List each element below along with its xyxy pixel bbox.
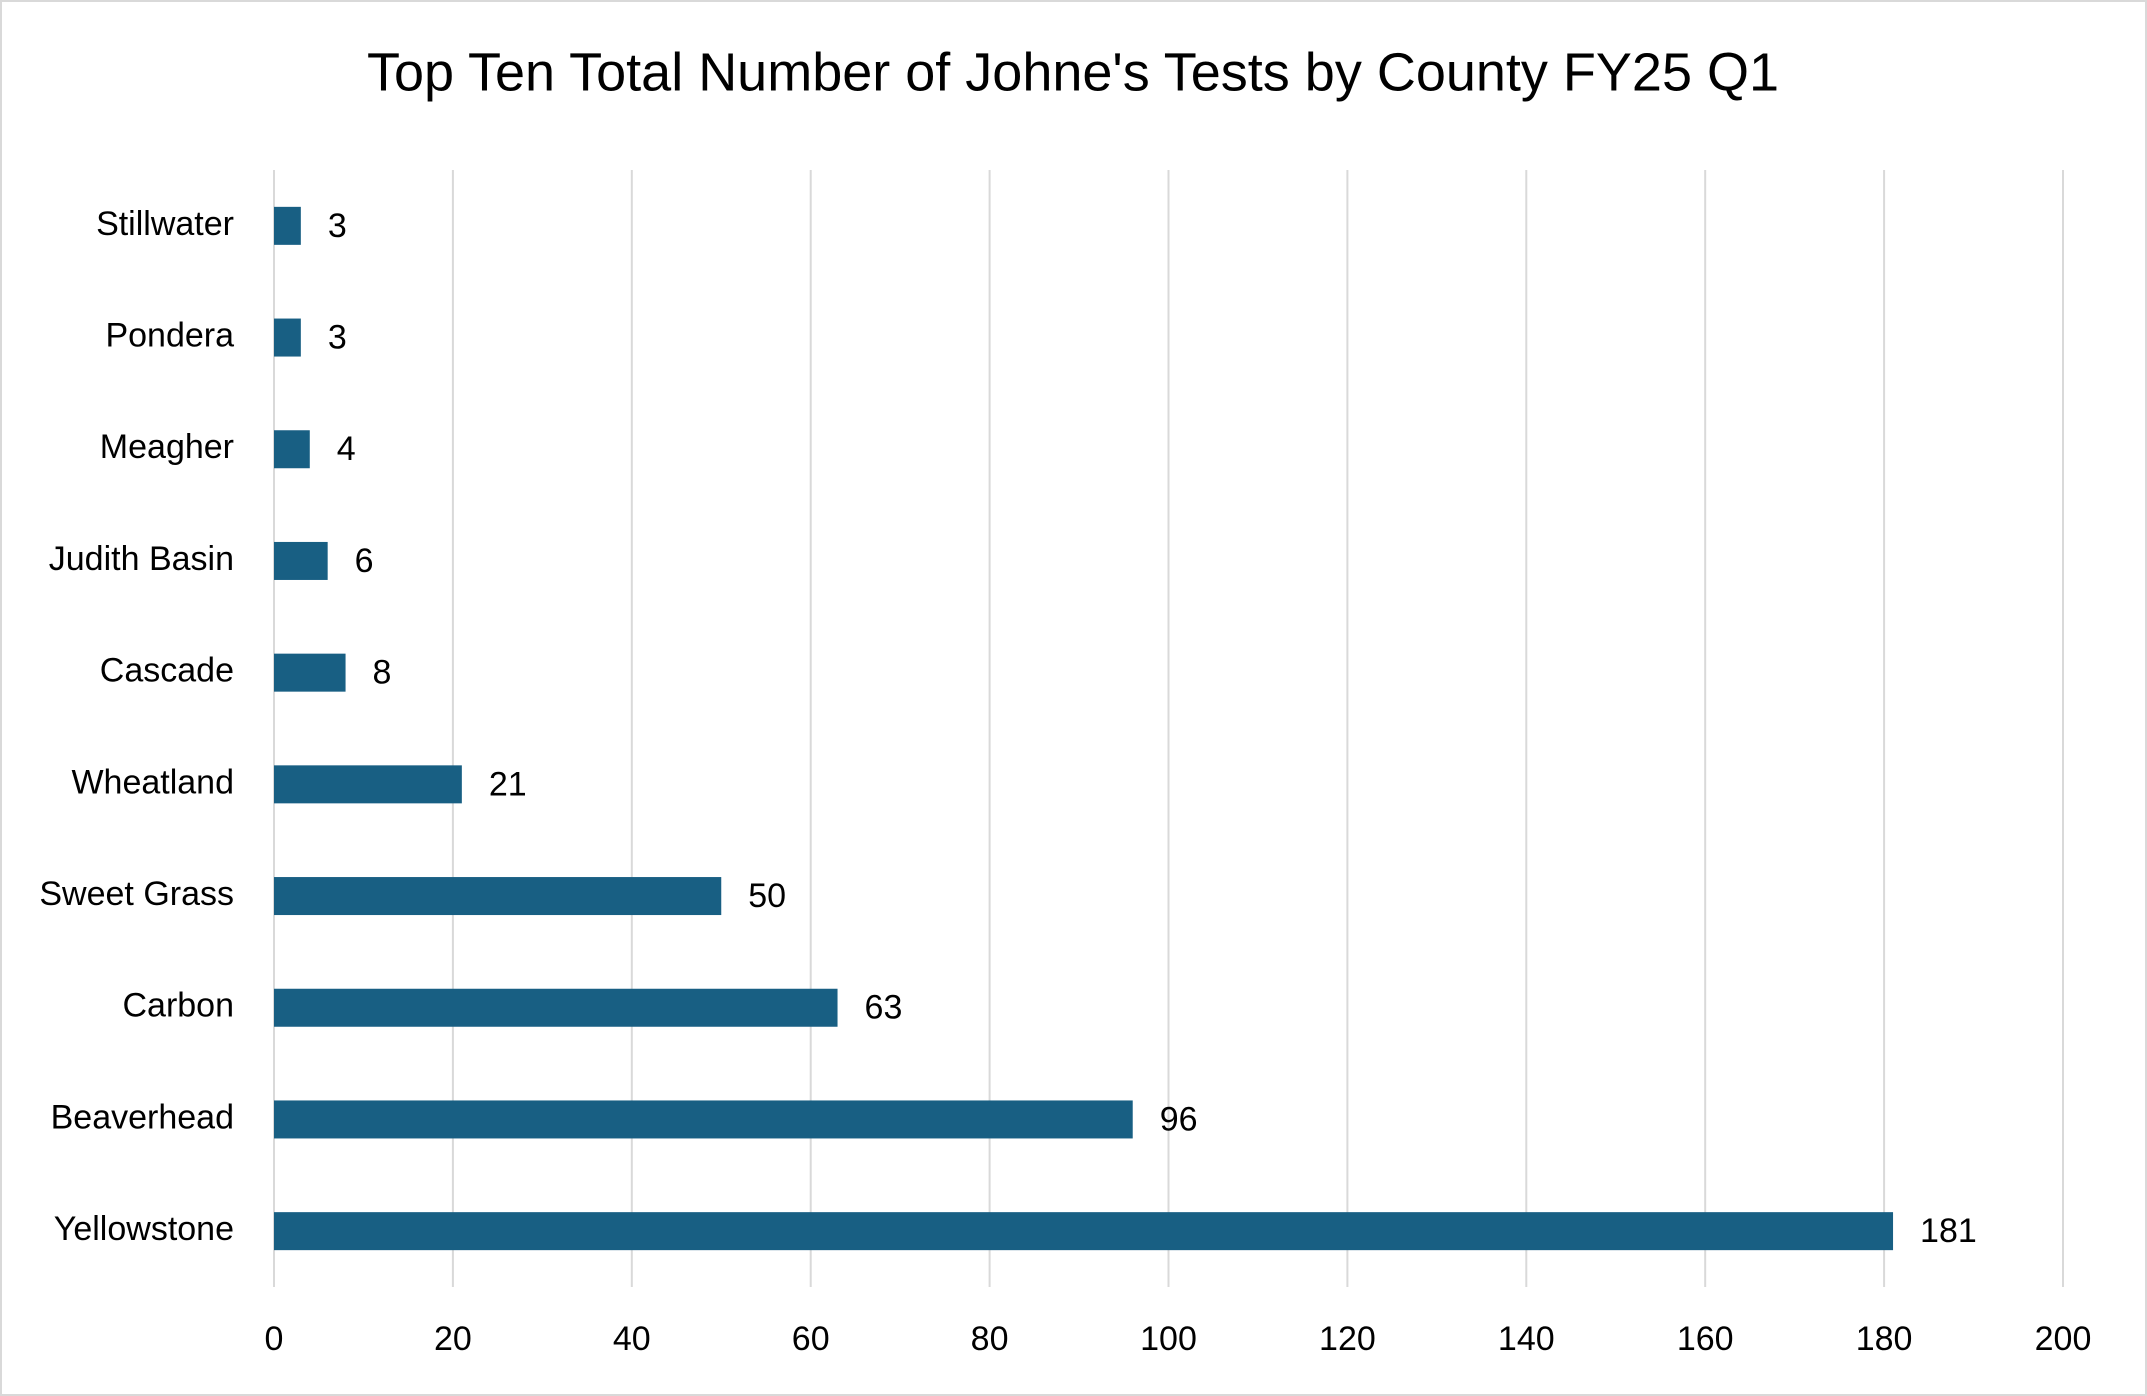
data-label: 96 <box>1160 1100 1198 1138</box>
y-tick-label: Wheatland <box>71 763 234 801</box>
x-tick-label: 80 <box>971 1320 1009 1358</box>
chart-title: Top Ten Total Number of Johne's Tests by… <box>367 42 1779 102</box>
bar <box>274 541 328 580</box>
y-tick-label: Judith Basin <box>49 540 234 578</box>
data-label: 63 <box>865 989 903 1027</box>
y-tick-label: Beaverhead <box>51 1098 234 1136</box>
x-tick-label: 180 <box>1856 1320 1913 1358</box>
data-label: 8 <box>373 654 392 692</box>
bar <box>274 206 301 245</box>
x-tick-label: 60 <box>792 1320 830 1358</box>
bar <box>274 988 838 1027</box>
y-tick-label: Meagher <box>100 428 234 466</box>
y-tick-label: Carbon <box>122 987 234 1025</box>
y-tick-label: Cascade <box>100 652 234 690</box>
bar <box>274 318 301 357</box>
data-label: 3 <box>328 319 347 357</box>
bar <box>274 430 310 469</box>
x-tick-label: 140 <box>1498 1320 1555 1358</box>
x-tick-label: 20 <box>434 1320 472 1358</box>
data-label: 6 <box>355 542 374 580</box>
bar <box>274 877 722 916</box>
bar <box>274 653 346 692</box>
y-tick-label: Sweet Grass <box>39 875 234 913</box>
x-tick-label: 40 <box>613 1320 651 1358</box>
x-tick-label: 0 <box>265 1320 284 1358</box>
y-tick-label: Stillwater <box>96 205 234 243</box>
data-label: 4 <box>337 430 356 468</box>
data-label: 50 <box>748 877 786 915</box>
bar <box>274 1212 1894 1251</box>
x-tick-label: 200 <box>2035 1320 2092 1358</box>
y-tick-label: Pondera <box>105 317 234 355</box>
x-tick-label: 160 <box>1677 1320 1734 1358</box>
x-tick-label: 100 <box>1140 1320 1197 1358</box>
data-label: 3 <box>328 207 347 245</box>
bar <box>274 765 462 804</box>
x-tick-label: 120 <box>1319 1320 1376 1358</box>
bar <box>274 1100 1133 1139</box>
data-label: 21 <box>489 765 527 803</box>
data-label: 181 <box>1920 1212 1977 1250</box>
y-tick-label: Yellowstone <box>54 1210 234 1248</box>
